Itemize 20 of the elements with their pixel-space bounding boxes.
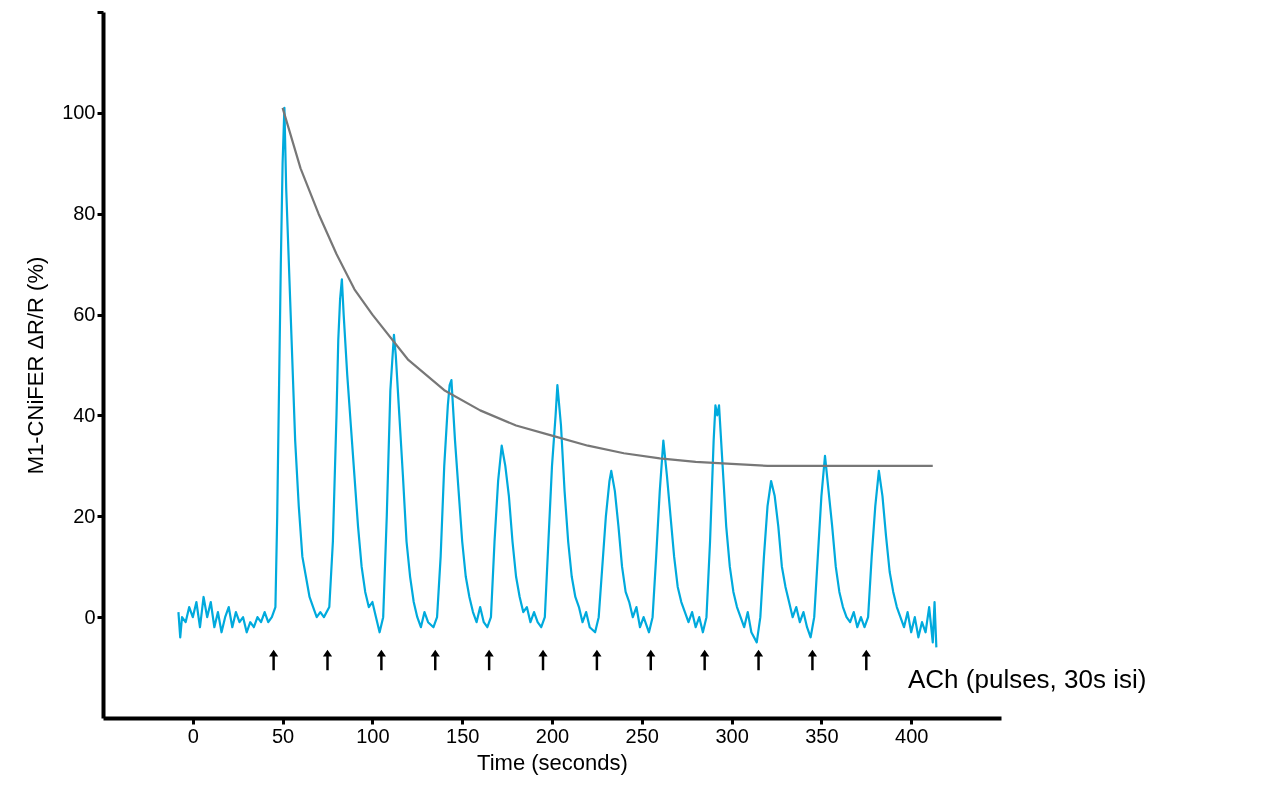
x-tick-label: 100 [356,724,390,747]
x-tick-label: 0 [187,724,199,747]
x-tick-label: 300 [715,724,749,747]
x-tick-label: 200 [535,724,570,747]
line-series [281,106,934,467]
y-tick-label: 20 [73,504,96,527]
line-series [177,106,938,649]
y-tick-label: 60 [73,303,96,326]
y-tick-label: 0 [84,605,96,628]
x-tick-label: 150 [446,724,480,747]
x-tick-label: 250 [625,724,659,747]
x-tick-label: 350 [805,724,839,747]
y-axis-title: M1-CNiFER ΔR/R (%) [23,256,49,475]
y-tick-label: 100 [62,101,96,124]
x-tick-label: 50 [271,724,295,747]
y-tick-label: 40 [73,403,96,426]
x-axis-title: Time (seconds) [477,749,628,775]
y-tick-label: 80 [73,202,96,225]
x-tick-label: 400 [895,724,929,747]
annotation: ACh (pulses, 30s isi) [908,664,1147,694]
